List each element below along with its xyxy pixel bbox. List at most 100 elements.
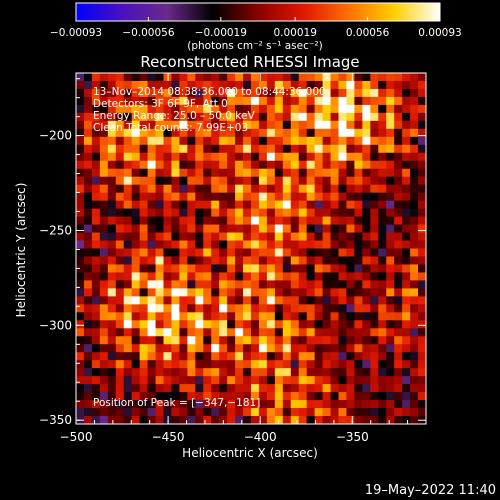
heatmap-pixel [338,73,347,82]
heatmap-pixel [243,152,252,162]
heatmap-pixel [322,120,331,130]
heatmap-pixel [203,368,212,377]
heatmap-pixel [235,168,244,178]
heatmap-pixel [282,216,292,225]
heatmap-pixel [123,73,133,82]
heatmap-pixel [123,312,133,321]
heatmap-pixel [290,88,300,98]
heatmap-pixel [322,176,331,186]
heatmap-pixel [402,160,411,170]
heatmap-pixel [155,152,164,162]
heatmap-pixel [394,312,403,321]
heatmap-pixel [354,120,363,130]
heatmap-pixel [394,176,403,186]
heatmap-pixel [290,392,300,401]
heatmap-pixel [187,384,196,393]
heatmap-pixel [187,224,196,233]
heatmap-pixel [410,360,419,369]
heatmap-pixel [386,328,395,337]
heatmap-pixel [418,296,427,305]
heatmap-pixel [163,328,172,337]
heatmap-pixel [171,216,180,225]
heatmap-pixel [386,144,395,154]
heatmap-pixel [227,232,236,241]
heatmap-pixel [322,160,331,170]
heatmap-pixel [227,328,236,337]
heatmap-pixel [258,224,268,233]
heatmap-pixel [155,232,164,241]
heatmap-pixel [115,96,125,106]
heatmap-pixel [131,368,141,377]
heatmap-pixel [410,288,419,297]
heatmap-pixel [123,96,133,106]
annotation-detectors: Detectors: 3F 6F 9F, Att 0 [93,98,228,110]
heatmap-pixel [322,96,331,106]
heatmap-pixel [338,136,347,146]
heatmap-pixel [410,200,419,210]
heatmap-pixel [394,184,403,194]
heatmap-pixel [99,112,109,122]
heatmap-pixel [227,344,236,353]
heatmap-pixel [76,232,85,241]
heatmap-pixel [338,272,347,281]
heatmap-pixel [290,184,300,194]
heatmap-pixel [378,256,387,265]
heatmap-pixel [131,240,141,249]
heatmap-pixel [171,192,180,202]
heatmap-pixel [354,240,363,249]
heatmap-pixel [266,344,276,353]
heatmap-pixel [330,88,339,98]
heatmap-pixel [251,416,260,425]
heatmap-pixel [266,200,276,210]
heatmap-pixel [402,336,411,345]
heatmap-pixel [139,160,148,170]
heatmap-pixel [187,152,196,162]
heatmap-pixel [298,112,308,122]
heatmap-pixel [354,208,363,217]
heatmap-pixel [258,368,268,377]
colorbar-tick-label: 0.00056 [346,27,390,39]
heatmap-pixel [219,264,228,273]
heatmap-pixel [378,392,387,401]
heatmap-pixel [107,152,117,162]
heatmap-pixel [83,408,93,417]
heatmap-pixel [338,352,347,361]
heatmap-pixel [179,288,188,297]
heatmap-pixel [266,144,276,154]
heatmap-pixel [378,176,387,186]
heatmap-pixel [195,176,204,186]
heatmap-pixel [418,144,427,154]
heatmap-pixel [179,160,188,170]
heatmap-pixel [203,384,212,393]
heatmap-pixel [171,264,180,273]
heatmap-pixel [227,240,236,249]
heatmap-pixel [187,96,196,106]
heatmap-pixel [314,312,323,321]
heatmap-pixel [155,160,164,170]
heatmap-pixel [195,168,204,178]
heatmap-pixel [290,96,300,106]
heatmap-pixel [163,80,172,90]
heatmap-pixel [123,104,133,114]
heatmap-pixel [418,176,427,186]
heatmap-pixel [370,200,379,210]
heatmap-pixel [115,400,125,409]
heatmap-pixel [83,224,93,233]
heatmap-pixel [346,144,355,154]
heatmap-pixel [99,368,109,377]
heatmap-pixel [386,184,395,194]
heatmap-pixel [330,248,339,257]
heatmap-pixel [258,88,268,98]
heatmap-pixel [362,384,371,393]
heatmap-pixel [163,184,172,194]
heatmap-pixel [306,328,316,337]
heatmap-pixel [115,368,125,377]
heatmap-pixel [123,232,133,241]
heatmap-pixel [386,73,395,82]
heatmap-pixel [195,200,204,210]
heatmap-pixel [282,304,292,313]
heatmap-pixel [243,120,252,130]
heatmap-pixel [115,104,125,114]
heatmap-pixel [370,192,379,202]
heatmap-pixel [274,80,284,90]
